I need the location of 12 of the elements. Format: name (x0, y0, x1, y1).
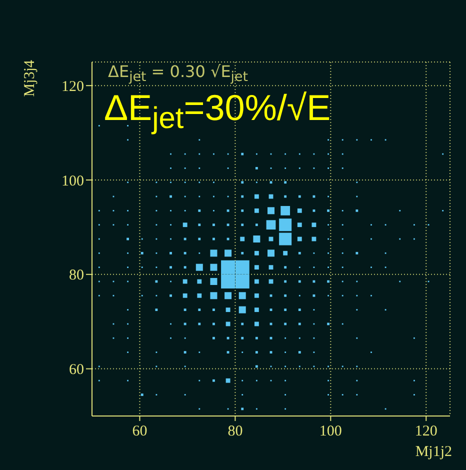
y-tick-label: 60 (69, 362, 84, 378)
x-tick-label: 60 (132, 424, 148, 440)
y-axis-title: Mj3j4 (22, 60, 39, 97)
annotation: ΔE$_{jet}$ = 0.30 √E$_{jet}$ (108, 62, 248, 86)
x-tick-label: 80 (228, 424, 243, 440)
y-tick-label: 100 (62, 173, 84, 190)
x-tick-label: 100 (319, 424, 342, 440)
y-tick-label: 120 (62, 78, 84, 95)
x-tick-label: 120 (414, 424, 438, 440)
annotation: ΔE$_{jet}$=30%/√E (104, 87, 331, 136)
y-tick-label: 80 (69, 268, 84, 284)
x-axis-title: Mj1j2 (415, 444, 452, 461)
